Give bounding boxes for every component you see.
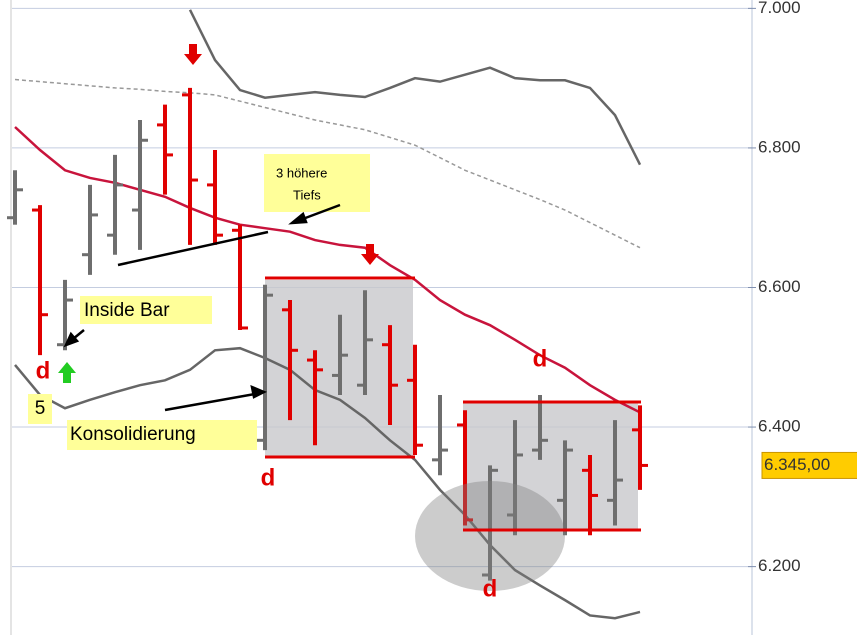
annotation: d [36,357,51,384]
price-label-box [761,451,857,479]
annotation: d [483,575,498,602]
y-tick-label: 6.200 [758,556,801,575]
annotation: 3 höhere [276,165,327,180]
y-tick-label: 6.600 [758,277,801,296]
down-arrow [361,244,379,265]
pointer-line [117,230,269,267]
pointer-line [299,203,341,222]
pointer-arrows [63,203,341,412]
range-lines [265,276,641,532]
indicator-line [14,78,641,249]
y-tick-label: 6.800 [758,137,801,156]
note-box [80,296,212,324]
down-arrow [184,44,202,65]
annotation: 5 [35,398,46,419]
note-box [28,394,52,424]
y-tick-label: 6.400 [758,417,801,436]
arrow-head [63,331,80,348]
y-tick-label: 7.000 [758,0,801,17]
highlight-ellipse [415,481,565,591]
arrow-head [288,211,308,225]
annotation: Inside Bar [84,300,170,321]
price-label: 6.345,00 [764,455,830,474]
ohlc-bars [7,87,648,581]
consolidation-box [463,403,638,530]
note-box [67,420,257,450]
y-axis: 7.000 6.800 6.600 6.400 6.200 6.345,00 [748,0,857,575]
arrow-head [250,384,268,399]
indicator-line [14,346,641,620]
annotation: d [533,345,548,372]
annotation: d [261,464,276,491]
pointer-line [164,392,256,412]
up-arrow [58,362,76,383]
annotation: Konsolidierung [70,424,196,445]
annotation: Tiefs [293,187,321,202]
indicator-line [188,9,642,166]
signal-arrows [58,44,379,383]
note-box [264,154,370,212]
